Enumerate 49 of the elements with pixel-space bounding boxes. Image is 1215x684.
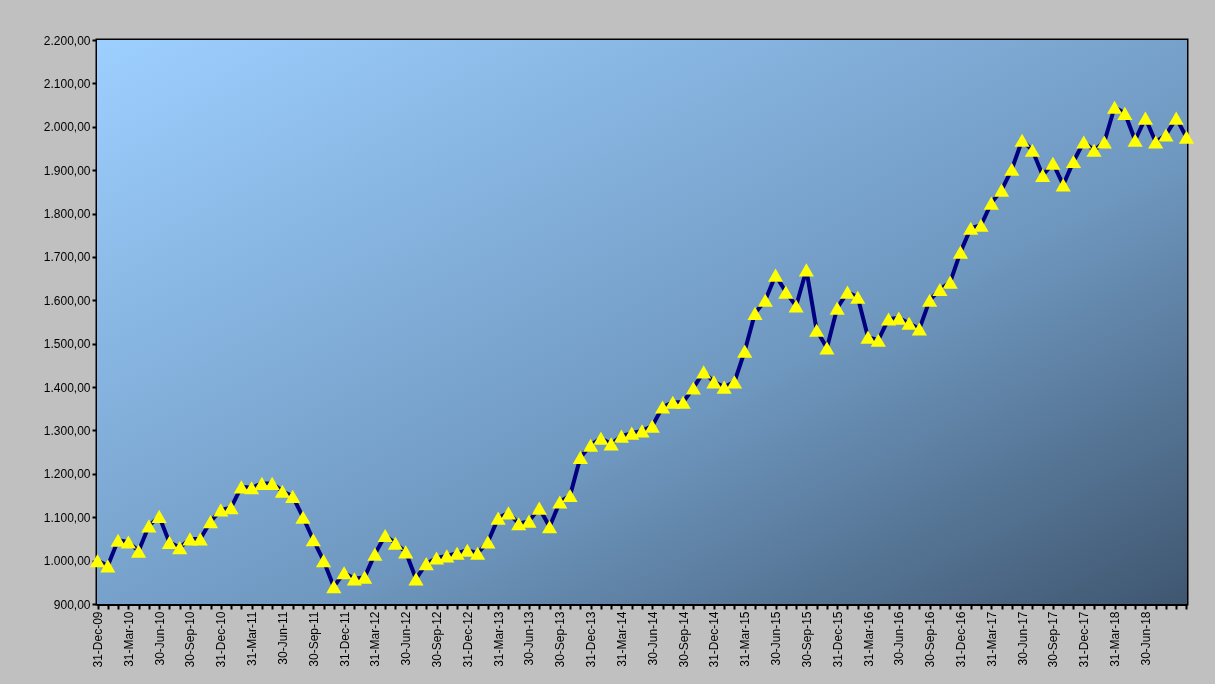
x-tick-label: 30-Sep-10: [183, 611, 198, 668]
x-tick-label: 31-Dec-17: [1077, 611, 1092, 668]
x-tick-label: 30-Jun-17: [1015, 611, 1030, 666]
x-tick-label: 30-Sep-17: [1046, 611, 1061, 668]
x-tick-label: 30-Jun-11: [275, 611, 290, 665]
y-tick-label: 1.900,00: [43, 163, 91, 178]
x-tick-label: 30-Jun-12: [399, 611, 414, 666]
x-tick-label: 30-Jun-10: [152, 611, 167, 666]
x-tick-label: 31-Dec-11: [337, 611, 352, 667]
x-tick-label: 31-Mar-15: [738, 611, 753, 667]
x-tick-label: 30-Sep-12: [430, 611, 445, 668]
x-tick-label: 30-Sep-11: [306, 611, 321, 667]
x-tick-label: 31-Mar-10: [121, 611, 136, 667]
y-tick-label: 1.100,00: [43, 510, 91, 525]
y-tick-label: 1.600,00: [43, 293, 91, 308]
y-tick-label: 1.200,00: [43, 467, 91, 482]
y-tick-label: 2.000,00: [43, 120, 91, 135]
x-tick-label: 31-Dec-12: [460, 611, 475, 668]
x-tick-label: 30-Jun-13: [522, 611, 537, 666]
x-tick-label: 31-Mar-13: [491, 611, 506, 667]
y-tick-label: 1.700,00: [43, 250, 91, 265]
x-tick-label: 31-Mar-14: [614, 611, 629, 667]
x-tick-label: 31-Mar-18: [1108, 611, 1123, 667]
y-tick-label: 1.300,00: [43, 423, 91, 438]
x-tick-label: 30-Jun-14: [645, 611, 660, 666]
x-tick-label: 31-Dec-10: [214, 611, 229, 668]
x-tick-label: 31-Dec-14: [707, 611, 722, 668]
x-tick-label: 31-Dec-09: [91, 611, 106, 668]
x-tick-label: 31-Dec-15: [830, 611, 845, 668]
x-tick-label: 30-Jun-15: [769, 611, 784, 666]
x-tick-label: 30-Sep-15: [799, 611, 814, 668]
x-tick-label: 31-Mar-11: [245, 611, 260, 666]
x-tick-label: 31-Mar-16: [861, 611, 876, 667]
x-tick-label: 31-Dec-13: [584, 611, 599, 668]
y-tick-label: 2.200,00: [43, 33, 91, 48]
x-tick-label: 30-Sep-16: [923, 611, 938, 668]
y-tick-label: 1.000,00: [43, 554, 91, 569]
x-tick-label: 30-Sep-13: [553, 611, 568, 668]
x-tick-label: 31-Mar-12: [368, 611, 383, 667]
y-tick-label: 900,00: [53, 597, 91, 612]
x-tick-label: 30-Sep-14: [676, 611, 691, 668]
x-tick-label: 30-Jun-16: [892, 611, 907, 666]
y-tick-label: 2.100,00: [43, 76, 91, 91]
x-tick-label: 30-Jun-18: [1138, 611, 1153, 666]
y-tick-label: 1.800,00: [43, 207, 91, 222]
x-tick-label: 31-Dec-16: [953, 611, 968, 668]
x-tick-label: 31-Mar-17: [984, 611, 999, 667]
y-tick-label: 1.400,00: [43, 380, 91, 395]
y-tick-label: 1.500,00: [43, 337, 91, 352]
